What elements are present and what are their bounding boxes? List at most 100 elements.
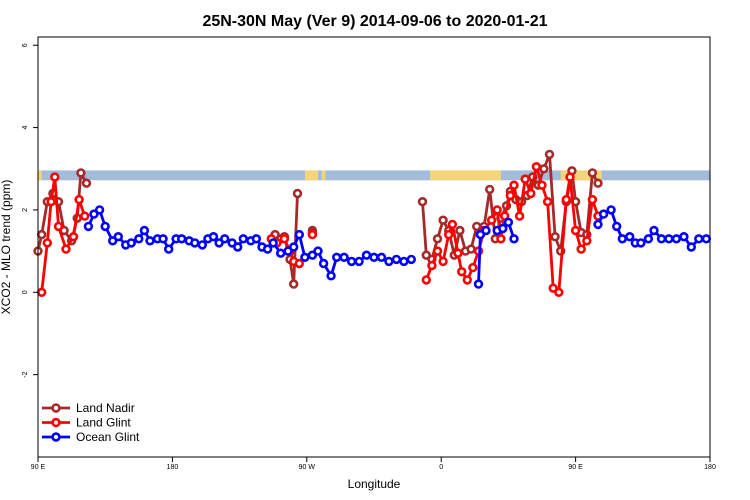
- data-point: [279, 234, 290, 244]
- data-point: [520, 174, 530, 184]
- data-point: [570, 225, 581, 236]
- data-point: [289, 242, 299, 252]
- x-tick-label: 180: [167, 464, 179, 471]
- sea-land-band: [38, 170, 710, 181]
- data-point: [576, 244, 586, 254]
- data-point: [496, 234, 506, 244]
- data-point: [624, 232, 635, 242]
- data-point: [83, 221, 94, 232]
- legend-label: Land Glint: [76, 416, 131, 430]
- data-point: [36, 229, 47, 240]
- data-point: [354, 256, 364, 267]
- data-point: [539, 164, 549, 174]
- data-point: [158, 234, 168, 244]
- data-point: [81, 178, 92, 188]
- y-tick-label: -2: [22, 371, 29, 377]
- data-point: [36, 287, 47, 297]
- data-point: [79, 211, 90, 221]
- data-point: [406, 254, 416, 265]
- data-point: [671, 234, 682, 244]
- data-point: [505, 190, 515, 201]
- data-point: [164, 244, 174, 254]
- data-point: [68, 232, 79, 242]
- x-axis-title: Longitude: [348, 477, 401, 491]
- data-point: [694, 234, 704, 244]
- data-point: [466, 244, 476, 254]
- data-point: [376, 252, 387, 262]
- band-land: [321, 170, 326, 181]
- data-point: [76, 168, 86, 178]
- data-point: [262, 244, 273, 254]
- x-tick-label: 180: [704, 464, 716, 471]
- data-point: [447, 219, 458, 230]
- data-point: [453, 248, 463, 258]
- data-point: [139, 225, 150, 236]
- legend-item: Land Nadir: [42, 401, 135, 415]
- data-point: [417, 197, 428, 207]
- data-point: [421, 275, 431, 285]
- data-point: [582, 236, 592, 246]
- chart-title: 25N-30N May (Ver 9) 2014-09-06 to 2020-0…: [202, 13, 547, 30]
- series-layer: [33, 149, 711, 297]
- data-point: [50, 172, 60, 182]
- x-tick-label: 90 W: [299, 464, 316, 471]
- data-point: [332, 252, 342, 262]
- data-point: [313, 246, 323, 256]
- data-point: [391, 254, 402, 265]
- legend-swatch-point: [51, 403, 61, 413]
- data-point: [126, 238, 137, 248]
- y-tick-label: 2: [22, 208, 29, 212]
- data-point: [177, 234, 187, 244]
- data-point: [656, 234, 667, 244]
- plot-frame: [37, 36, 711, 458]
- data-point: [145, 236, 155, 246]
- data-point: [294, 258, 304, 269]
- data-point: [134, 234, 144, 244]
- data-point: [542, 197, 553, 207]
- data-point: [643, 234, 654, 244]
- data-point: [432, 246, 443, 256]
- data-point: [593, 178, 603, 188]
- band-ocean: [38, 170, 710, 181]
- data-point: [307, 229, 318, 240]
- data-point: [486, 215, 497, 225]
- data-point: [617, 234, 627, 244]
- data-point: [544, 149, 555, 160]
- data-point: [74, 194, 84, 205]
- data-point: [514, 211, 525, 221]
- data-point: [457, 267, 467, 277]
- data-point: [473, 279, 484, 289]
- data-point: [113, 232, 124, 242]
- data-point: [649, 225, 659, 236]
- data-point: [509, 180, 519, 190]
- data-point: [503, 217, 514, 228]
- data-point: [53, 221, 64, 232]
- band-land: [304, 170, 318, 181]
- data-point: [526, 188, 536, 199]
- data-point: [664, 234, 674, 244]
- data-point: [384, 256, 394, 267]
- legend-label: Ocean Glint: [76, 430, 140, 444]
- series-ocean-glint: [83, 205, 711, 289]
- data-point: [587, 194, 598, 205]
- data-point: [294, 229, 304, 240]
- data-point: [531, 162, 542, 172]
- data-point: [485, 184, 495, 195]
- data-point: [361, 250, 372, 260]
- data-point: [94, 205, 105, 215]
- data-point: [550, 232, 560, 242]
- data-point: [593, 219, 603, 230]
- data-point: [300, 252, 310, 262]
- data-point: [190, 238, 200, 248]
- band-land: [38, 170, 42, 181]
- y-tick-label: 0: [22, 290, 29, 294]
- x-tick-label: 90 E: [568, 464, 583, 471]
- x-tick-label: 0: [439, 464, 443, 471]
- data-point: [208, 232, 219, 242]
- y-axis-title: XCO2 - MLO trend (ppm): [0, 180, 13, 315]
- data-point: [598, 209, 609, 219]
- data-point: [318, 258, 329, 269]
- data-point: [565, 172, 575, 182]
- data-point: [492, 205, 502, 215]
